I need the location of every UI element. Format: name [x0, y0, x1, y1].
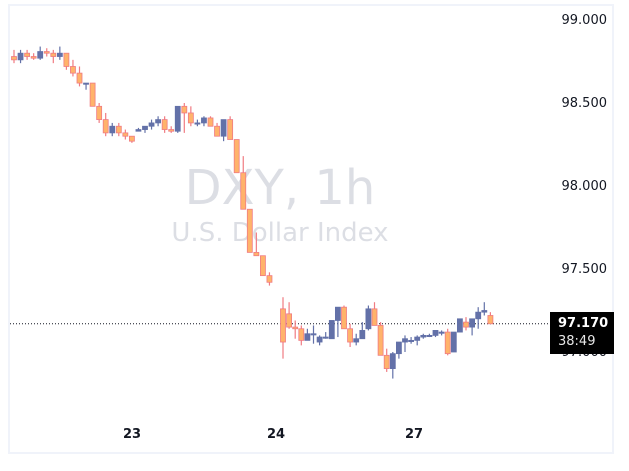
candle [266, 272, 273, 286]
price-label-97500: 97.500 [561, 262, 608, 277]
candle [56, 46, 63, 60]
watermark-title: DXY, 1h [184, 160, 376, 216]
candle [214, 122, 220, 137]
watermark-subtitle: U.S. Dollar Index [171, 218, 389, 248]
candle [24, 49, 31, 60]
candle [353, 333, 360, 346]
candle [96, 103, 103, 123]
candle [341, 305, 347, 330]
candle [161, 116, 168, 133]
candle [280, 297, 286, 359]
candle [481, 302, 488, 316]
candle [389, 352, 396, 379]
candle [383, 348, 390, 372]
price-label-99000: 99.000 [561, 13, 608, 28]
candle [148, 119, 155, 130]
candle [220, 119, 227, 142]
candle [463, 317, 469, 331]
candle [135, 127, 142, 132]
candle [286, 302, 293, 329]
candle [444, 328, 451, 356]
candle [11, 49, 17, 64]
candle [109, 122, 116, 137]
candle [347, 323, 354, 348]
bar-countdown: 38:49 [558, 334, 596, 349]
candle [233, 139, 240, 174]
candle [240, 156, 247, 210]
candle [487, 312, 494, 325]
time-label-23: 23 [122, 427, 142, 442]
candle [322, 332, 329, 339]
candle [395, 341, 402, 359]
candle [408, 337, 415, 344]
candle [371, 302, 378, 326]
candle [304, 328, 311, 341]
candle [43, 48, 50, 57]
candle [50, 49, 57, 64]
candle [298, 325, 305, 346]
candle [187, 106, 194, 127]
candle [168, 126, 175, 133]
candle [201, 116, 207, 127]
candle [420, 333, 427, 339]
candle [76, 66, 83, 87]
candle [181, 103, 188, 133]
last-price-value: 97.170 [558, 316, 609, 331]
candle [259, 255, 266, 277]
candle [174, 105, 181, 133]
candle [122, 129, 129, 140]
candle [328, 320, 335, 340]
price-label-98500: 98.500 [561, 96, 608, 111]
candle [450, 331, 457, 353]
candle [30, 53, 37, 60]
candle [316, 335, 323, 346]
candle [70, 59, 76, 77]
candle [426, 333, 433, 338]
candle [246, 208, 253, 253]
candle [334, 306, 341, 338]
last-price-badge: 97.170 38:49 [550, 312, 614, 354]
time-label-27: 27 [404, 427, 424, 442]
candle [128, 135, 135, 143]
chart-frame [8, 4, 614, 454]
candle [359, 322, 366, 340]
candle [438, 330, 445, 336]
candle [194, 119, 201, 127]
candle [37, 46, 44, 60]
candle [83, 82, 89, 90]
price-label-98000: 98.000 [561, 179, 608, 194]
candle [414, 335, 421, 346]
candle [365, 305, 372, 331]
candle [142, 125, 148, 133]
candle [89, 82, 96, 107]
candle [432, 330, 439, 338]
candle [17, 49, 24, 64]
candle [102, 112, 109, 137]
candle [402, 335, 408, 352]
candle [227, 116, 234, 140]
candle [310, 325, 317, 344]
candle [475, 307, 482, 329]
candle [292, 320, 299, 339]
time-label-24: 24 [266, 427, 286, 442]
candle [377, 322, 384, 356]
candle [63, 52, 70, 70]
candle [456, 318, 463, 333]
candle [115, 122, 122, 137]
candle [155, 116, 162, 127]
candle [469, 318, 476, 336]
candle [207, 116, 214, 127]
candle [253, 232, 260, 257]
